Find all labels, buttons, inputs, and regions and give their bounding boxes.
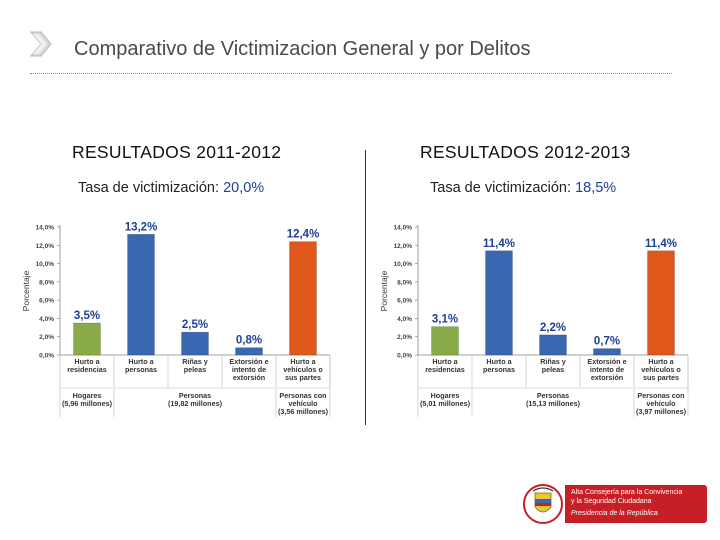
page-title: Comparativo de Victimizacion General y p… (74, 38, 531, 60)
x-category-label: personas (483, 365, 515, 374)
y-axis-title: Porcentaje (21, 270, 31, 311)
y-tick-label: 0,0% (397, 353, 412, 360)
x-category-label: peleas (184, 365, 206, 374)
chevron-right-icon (29, 31, 52, 57)
bar (647, 250, 675, 356)
x-category-label: Hurto a (486, 357, 512, 366)
y-tick-label: 8,0% (397, 279, 412, 286)
x-category-label: residencias (67, 365, 107, 374)
x-category-label: Hurto a (74, 357, 100, 366)
bar (485, 250, 513, 356)
x-category-label: extorsión (591, 373, 623, 382)
y-tick-label: 4,0% (397, 316, 412, 323)
institution-logo: Alta Consejería para la Convivencia y la… (521, 483, 707, 525)
group-label: Hogares (73, 391, 102, 400)
x-category-label: intento de (590, 365, 624, 374)
bar-value-label: 11,4% (645, 238, 677, 250)
group-label: Hogares (431, 391, 460, 400)
section-divider (365, 150, 366, 425)
x-category-label: Hurto a (290, 357, 316, 366)
logo-text-line3: Presidencia de la República (571, 510, 658, 517)
y-tick-label: 10,0% (36, 261, 55, 268)
bar-value-label: 2,5% (182, 319, 208, 331)
bar-value-label: 0,7% (594, 336, 620, 348)
group-label: vehículo (288, 399, 318, 408)
rate-value: 18,5% (575, 180, 617, 196)
bar-value-label: 12,4% (287, 229, 320, 241)
logo-text-line2: y la Seguridad Ciudadana (571, 498, 652, 505)
rate-label: Tasa de victimización: (78, 180, 220, 196)
group-sublabel: (3,56 millones) (278, 407, 329, 416)
x-category-label: Extorsión e (229, 357, 268, 366)
group-sublabel: (3,97 millones) (636, 407, 687, 416)
bar-value-label: 13,2% (125, 221, 158, 233)
logo-banner (565, 485, 707, 523)
group-sublabel: (19,82 millones) (168, 399, 223, 408)
y-tick-label: 14,0% (36, 225, 55, 232)
y-tick-label: 6,0% (397, 298, 412, 305)
y-tick-label: 12,0% (394, 243, 413, 250)
bar-value-label: 2,2% (540, 322, 566, 334)
logo-text-line1: Alta Consejería para la Convivencia (571, 489, 683, 496)
victimization-rate-2012-2013: Tasa de victimización: 18,5% (430, 180, 616, 196)
bar (235, 347, 263, 356)
x-category-label: Hurto a (128, 357, 154, 366)
x-category-label: Hurto a (648, 357, 674, 366)
x-category-label: vehículos o (641, 365, 681, 374)
x-category-label: residencias (425, 365, 465, 374)
x-category-label: peleas (542, 365, 564, 374)
bar-chart-2011-2012: Porcentaje 0,0% 2,0% 4,0% 6,0% 8,0% 10,0% 12,0%… (21, 221, 331, 417)
bar (593, 348, 621, 356)
coat-of-arms-icon (523, 484, 563, 524)
x-category-label: Hurto a (432, 357, 458, 366)
bar (431, 326, 459, 356)
y-tick-label: 8,0% (39, 279, 54, 286)
x-category-label: Riñas y (540, 357, 566, 366)
group-label: Personas (179, 391, 211, 400)
y-tick-label: 2,0% (39, 334, 54, 341)
y-tick-label: 10,0% (394, 261, 413, 268)
x-category-label: sus partes (643, 373, 679, 382)
x-category-label: personas (125, 365, 157, 374)
group-sublabel: (5,96 millones) (62, 399, 113, 408)
y-tick-label: 14,0% (394, 225, 413, 232)
bar (289, 241, 317, 356)
group-sublabel: (15,13 millones) (526, 399, 581, 408)
title-divider (30, 73, 672, 74)
bar (539, 334, 567, 356)
y-tick-label: 2,0% (397, 334, 412, 341)
bar (181, 331, 209, 356)
bar (127, 234, 155, 356)
bar-value-label: 11,4% (483, 238, 515, 250)
y-tick-label: 0,0% (39, 353, 54, 360)
y-tick-label: 12,0% (36, 243, 55, 250)
rate-value: 20,0% (223, 180, 265, 196)
x-category-label: extorsión (233, 373, 265, 382)
group-label: vehículo (646, 399, 676, 408)
bar-chart-2012-2013: Porcentaje 0,0% 2,0% 4,0% 6,0% 8,0% 10,0% 12,0%… (379, 225, 689, 417)
victimization-rate-2011-2012: Tasa de victimización: 20,0% (78, 180, 264, 196)
group-label: Personas (537, 391, 569, 400)
x-category-label: Extorsión e (587, 357, 626, 366)
bar-value-label: 3,5% (74, 310, 100, 322)
section-heading-2012-2013: RESULTADOS 2012-2013 (420, 142, 631, 162)
y-tick-label: 6,0% (39, 298, 54, 305)
x-category-label: intento de (232, 365, 266, 374)
group-sublabel: (5,01 millones) (420, 399, 471, 408)
section-heading-2011-2012: RESULTADOS 2011-2012 (72, 142, 282, 162)
group-label: Personas con (637, 391, 684, 400)
bar-value-label: 3,1% (432, 314, 458, 326)
bar-value-label: 0,8% (236, 335, 262, 347)
x-category-label: Riñas y (182, 357, 208, 366)
bar (73, 322, 101, 356)
group-label: Personas con (279, 391, 326, 400)
x-category-label: vehículos o (283, 365, 323, 374)
y-tick-label: 4,0% (39, 316, 54, 323)
x-category-label: sus partes (285, 373, 321, 382)
y-axis-title: Porcentaje (379, 270, 389, 311)
rate-label: Tasa de victimización: (430, 180, 572, 196)
